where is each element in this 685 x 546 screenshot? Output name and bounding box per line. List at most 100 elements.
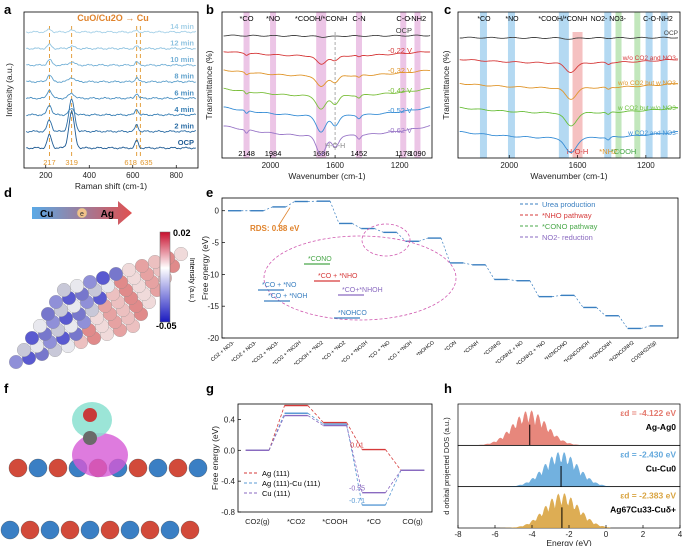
plot-frame xyxy=(23,11,199,169)
band-highlight xyxy=(243,12,250,158)
x-category-label: *CO xyxy=(367,517,381,526)
legend-label: *CONO pathway xyxy=(542,222,598,231)
series-line xyxy=(25,28,197,34)
plot-frame xyxy=(221,11,433,159)
energy-connector xyxy=(485,264,495,280)
y-tick-label: -10 xyxy=(207,270,219,279)
pdos-fill xyxy=(458,410,618,446)
x-step-label: *CO + *NOH xyxy=(387,340,413,364)
x-tick-label: 0 xyxy=(604,530,609,539)
series-label: OCP xyxy=(664,30,678,37)
series-label: w CO2 but w/o NO3- xyxy=(617,105,678,112)
substrate-atom xyxy=(0,520,20,540)
band-top-label: *NO xyxy=(266,14,280,23)
y-tick-label: -20 xyxy=(207,334,219,343)
substrate-atom xyxy=(180,520,200,540)
surface-atom xyxy=(57,283,71,297)
series-label: 14 min xyxy=(170,22,194,31)
energy-connector xyxy=(307,412,324,425)
band-top-label: C-O xyxy=(643,16,656,23)
surface-atom xyxy=(148,458,168,478)
substrate-atom xyxy=(100,520,120,540)
colorbar-min: -0.05 xyxy=(156,321,177,331)
d-band-center-label: εd = -2.383 eV xyxy=(620,491,676,501)
series-line xyxy=(26,58,196,67)
y-tick-label: -5 xyxy=(212,239,220,248)
value-label: -0.71 xyxy=(349,498,365,505)
x-tick-label: 1600 xyxy=(569,161,587,170)
series-label: 12 min xyxy=(170,39,194,48)
energy-connector xyxy=(346,422,363,450)
series-label: OCP xyxy=(396,26,412,35)
colorbar xyxy=(159,231,171,323)
band-highlight xyxy=(414,12,421,158)
x-category-label: CO(g) xyxy=(402,517,423,526)
y-tick-label: 0.0 xyxy=(224,446,236,455)
surface-atom xyxy=(17,343,31,357)
band-top-label: C-N xyxy=(352,14,365,23)
surface-atom xyxy=(188,458,208,478)
substrate-atom xyxy=(20,520,40,540)
band-highlight xyxy=(355,12,362,158)
x-tick-label: 4 xyxy=(678,530,683,539)
energy-connector xyxy=(463,262,473,266)
series-label: 6 min xyxy=(174,88,194,97)
y-axis-label: Free energy (eV) xyxy=(210,426,220,490)
series-label: 8 min xyxy=(174,72,194,81)
colorbar-max: 0.02 xyxy=(173,228,191,238)
energy-connector xyxy=(374,228,384,233)
inset-ellipse xyxy=(263,235,457,321)
x-tick-label: 800 xyxy=(170,171,184,180)
surface-atom xyxy=(33,319,47,333)
series-line xyxy=(25,98,197,133)
inset-label: *CO + *NHO xyxy=(318,273,358,280)
series-line xyxy=(26,74,196,84)
x-axis-label: Wavenumber (cm-1) xyxy=(288,171,365,181)
oxygen-atom xyxy=(83,408,97,422)
zoom-ellipse xyxy=(361,223,411,257)
series-label: -0.62 V xyxy=(388,126,412,135)
x-step-label: *CON xyxy=(444,340,458,353)
band-highlight xyxy=(270,12,277,158)
x-tick-label: 2 xyxy=(641,530,646,539)
surface-atom xyxy=(49,295,63,309)
band-top-label: *NO xyxy=(505,16,519,23)
x-tick-label: 2000 xyxy=(262,161,280,170)
band-bottom-label: 1090 xyxy=(409,149,426,158)
peak-label: 217 xyxy=(43,158,56,167)
peak-label: 319 xyxy=(65,158,78,167)
inset-label: *CO+*NHOH xyxy=(342,287,383,294)
energy-connector xyxy=(329,201,340,224)
x-category-label: CO2(g) xyxy=(245,517,270,526)
surface-atom xyxy=(41,307,55,321)
band-bottom-label: *NH2 xyxy=(599,147,617,156)
plot-frame xyxy=(221,197,679,339)
substrate-atom xyxy=(80,520,100,540)
series-line xyxy=(223,125,431,156)
x-axis-label: Raman shift (cm-1) xyxy=(75,181,147,191)
substrate-atom xyxy=(120,520,140,540)
band-highlight xyxy=(634,12,641,158)
y-tick-label: -0.8 xyxy=(221,508,235,517)
substrate-atom xyxy=(160,520,180,540)
surface-atom xyxy=(28,458,48,478)
x-tick-label: 1600 xyxy=(326,161,344,170)
panel-letter-d: d xyxy=(4,185,12,200)
pdos-series-name: Cu-Cu0 xyxy=(646,463,676,473)
pdos-fill xyxy=(458,452,618,487)
series-label: w/o CO2 but w NO3- xyxy=(617,80,678,87)
band-bottom-label: *COOH xyxy=(611,147,636,156)
plot-frame xyxy=(457,11,681,159)
energy-connector xyxy=(507,279,517,282)
band-top-label: *COOH/*CONH xyxy=(538,16,587,23)
arrow-right-label: Ag xyxy=(101,209,114,220)
panel-letter-c: c xyxy=(444,2,451,17)
x-tick-label: 400 xyxy=(83,171,97,180)
surface-atom xyxy=(8,458,28,478)
series-label: w/o CO2 and NO3- xyxy=(622,55,678,62)
d-band-center-label: εd = -2.430 eV xyxy=(620,449,676,459)
series-line xyxy=(459,82,679,100)
energy-connector xyxy=(440,237,451,264)
x-tick-label: -4 xyxy=(528,530,536,539)
band-bottom-label: 2148 xyxy=(238,149,255,158)
